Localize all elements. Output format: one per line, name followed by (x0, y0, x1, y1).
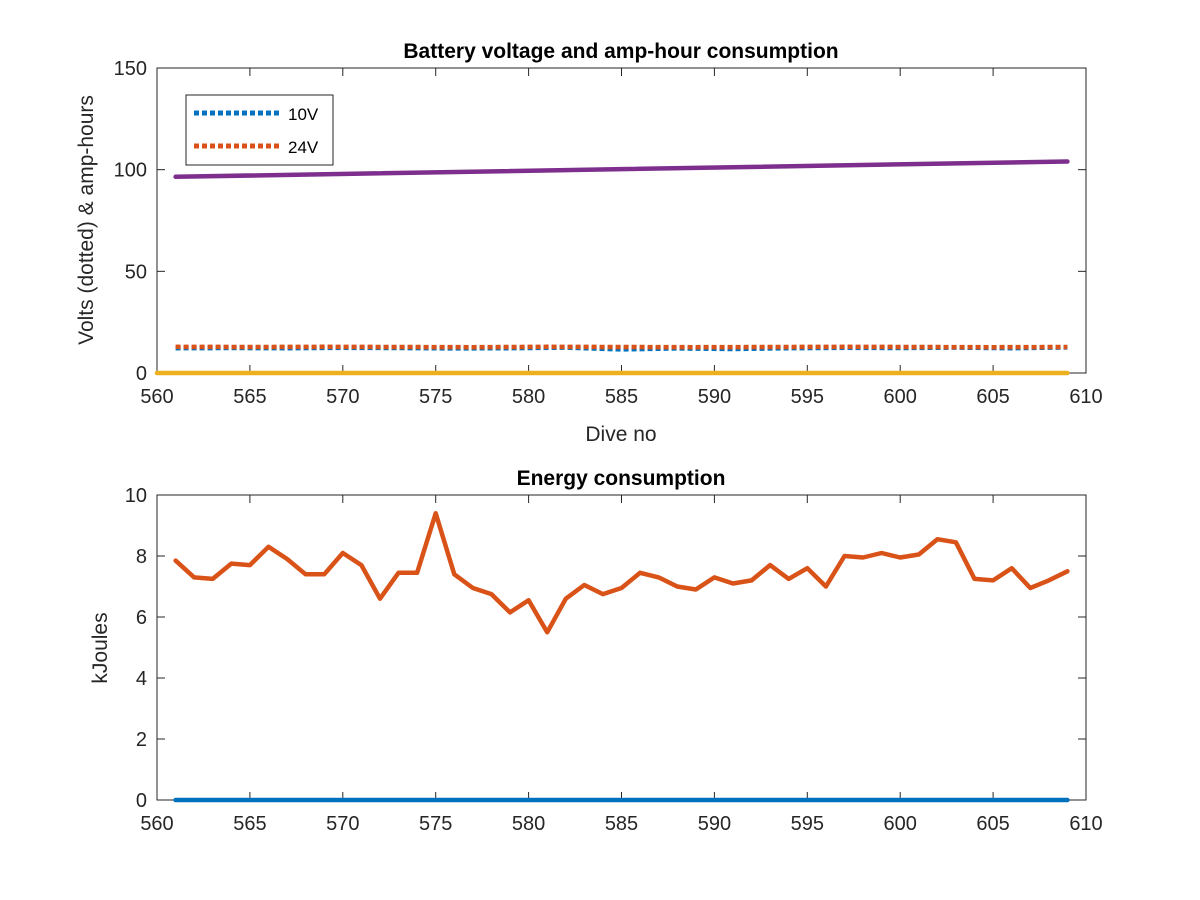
x-tick-label: 585 (605, 386, 638, 408)
x-tick-label: 605 (976, 386, 1009, 408)
y-tick-label: 0 (136, 363, 147, 385)
y-tick-label: 4 (136, 668, 147, 690)
x-tick-label: 610 (1069, 813, 1102, 835)
y-tick-label: 150 (114, 58, 147, 80)
plot-area: 560 565 570 575 580 585 590 595 600 605 610 0 50 100 1… (114, 58, 1103, 408)
x-tick-label: 560 (140, 813, 173, 835)
x-tick-label: 585 (605, 813, 638, 835)
series-line-0 (173, 511, 1070, 635)
energy-chart: Energy consumption kJoules 560 565 570 575 5… (89, 467, 1103, 835)
legend-label-24v: 24V (288, 138, 319, 157)
y-tick-label: 6 (136, 607, 147, 629)
x-tick-label: 565 (233, 386, 266, 408)
x-axis-title: Dive no (585, 423, 656, 446)
x-tick-label: 580 (512, 813, 545, 835)
x-tick-label: 595 (791, 813, 824, 835)
legend-box (185, 94, 334, 166)
y-tick-label: 2 (136, 729, 147, 751)
legend-label-10v: 10V (288, 105, 319, 124)
x-tick-label: 590 (698, 813, 731, 835)
x-tick-label: 565 (233, 813, 266, 835)
x-tick-label: 575 (419, 813, 452, 835)
x-tick-label: 580 (512, 386, 545, 408)
y-tick-label: 8 (136, 546, 147, 568)
x-tick-label: 595 (791, 386, 824, 408)
chart-title: Battery voltage and amp-hour consumption (403, 40, 838, 63)
axes-box (156, 67, 1087, 374)
x-tick-label: 590 (698, 386, 731, 408)
voltage-amphour-chart: Battery voltage and amp-hour consumption… (75, 40, 1103, 446)
x-tick-label: 610 (1069, 386, 1102, 408)
y-tick-label: 10 (125, 485, 147, 507)
x-tick-label: 575 (419, 386, 452, 408)
y-tick-label: 0 (136, 790, 147, 812)
legend: 10V 24V (185, 94, 334, 166)
x-tick-label: 560 (140, 386, 173, 408)
x-tick-label: 605 (976, 813, 1009, 835)
x-tick-label: 570 (326, 813, 359, 835)
plot-area: 560 565 570 575 580 585 590 595 600 605 610 0 2 4 6 8 10 (125, 485, 1103, 835)
y-axis-title: kJoules (89, 612, 112, 683)
chart-title: Energy consumption (517, 467, 726, 490)
x-tick-label: 600 (884, 386, 917, 408)
series-line-2 (173, 159, 1070, 180)
x-tick-label: 600 (884, 813, 917, 835)
x-tick-label: 570 (326, 386, 359, 408)
y-axis-title: Volts (dotted) & amp-hours (75, 95, 98, 345)
y-tick-label: 50 (125, 261, 147, 283)
y-tick-label: 100 (114, 160, 147, 182)
